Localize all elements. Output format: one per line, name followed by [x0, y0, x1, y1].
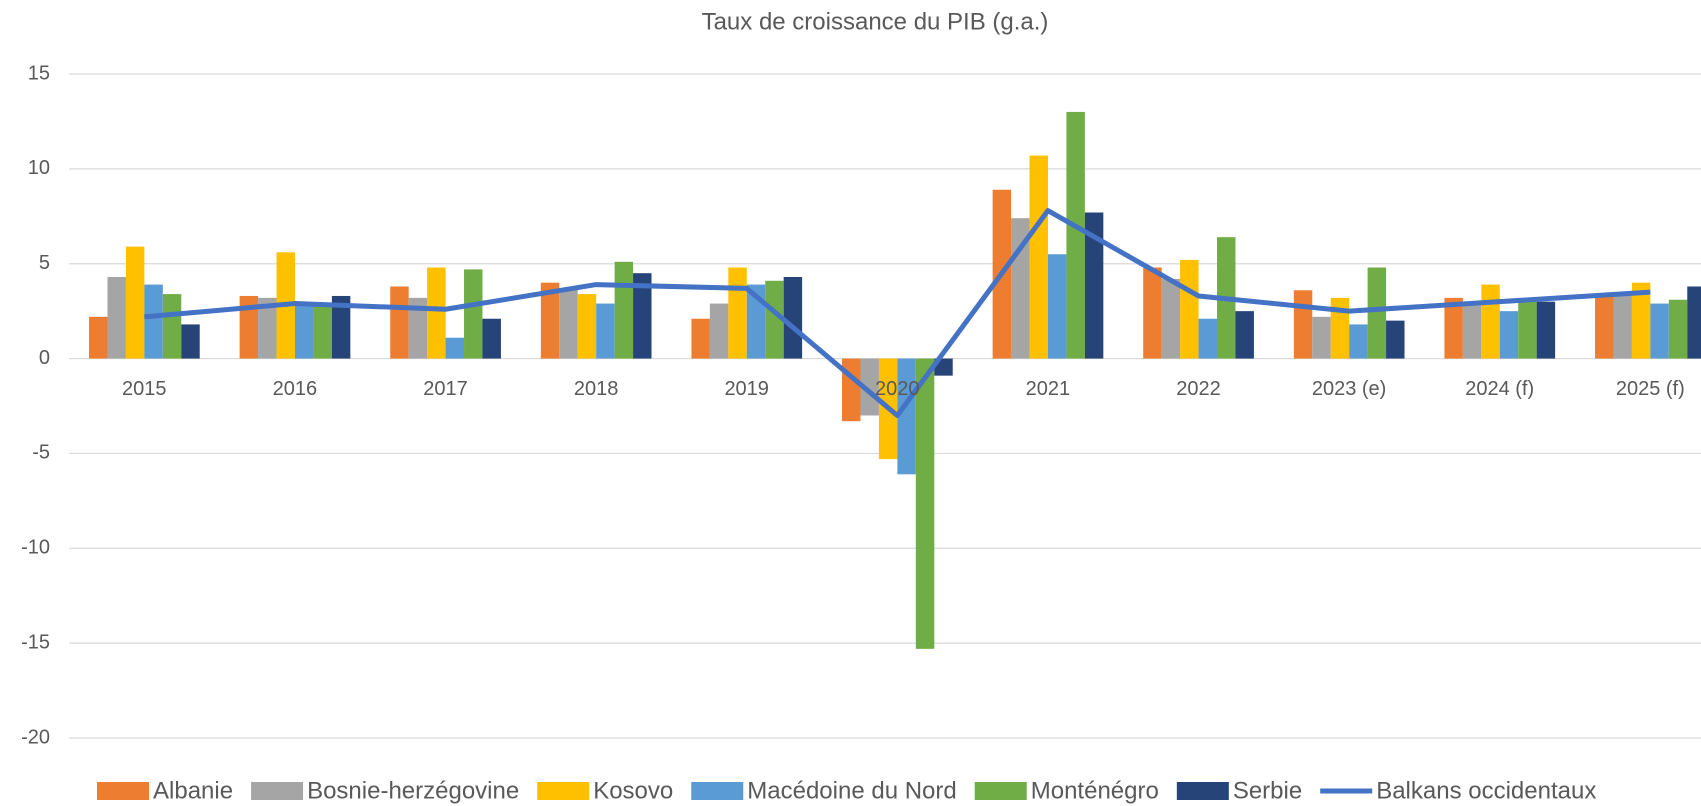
bar	[1047, 254, 1067, 359]
bar	[691, 318, 710, 359]
bar	[1444, 297, 1463, 359]
bar	[783, 276, 803, 359]
bar	[765, 280, 784, 359]
bar	[1536, 301, 1556, 359]
bar	[427, 267, 446, 359]
legend-label: Bosnie-herzégovine	[307, 777, 519, 804]
x-tick-label: 2022	[1176, 378, 1221, 400]
x-tick-label: 2019	[724, 378, 769, 400]
bar	[915, 358, 935, 649]
y-tick-label: -15	[21, 631, 50, 653]
bar	[614, 261, 634, 359]
bar	[1650, 303, 1669, 359]
bar	[1180, 259, 1199, 359]
bar	[577, 294, 597, 359]
legend-swatch	[974, 782, 1027, 800]
y-tick-label: 0	[39, 347, 50, 369]
bar	[258, 297, 277, 359]
y-tick-label: 15	[28, 62, 50, 84]
bar	[728, 267, 747, 359]
legend-label: Serbie	[1233, 777, 1302, 804]
y-tick-label: -5	[32, 442, 50, 464]
bar	[633, 273, 652, 359]
bar	[162, 294, 182, 359]
legend-swatch	[97, 782, 149, 800]
bar	[1631, 282, 1651, 359]
legend-label: Kosovo	[593, 777, 673, 804]
bar	[559, 288, 578, 359]
legend-swatch	[251, 782, 304, 800]
bar	[1386, 320, 1405, 359]
bar	[1499, 311, 1519, 359]
bar	[107, 276, 126, 359]
y-tick-label: -10	[21, 537, 50, 559]
chart-title: Taux de croissance du PIB (g.a.)	[702, 8, 1049, 35]
x-tick-label: 2021	[1026, 378, 1071, 400]
bar	[1668, 299, 1688, 359]
bar	[181, 324, 200, 359]
bar	[1293, 290, 1313, 359]
bar	[540, 282, 560, 359]
bar	[1066, 111, 1085, 359]
legend-swatch	[691, 782, 744, 800]
bar	[1330, 297, 1350, 359]
bar	[596, 303, 615, 359]
y-tick-label: 10	[28, 157, 50, 179]
bar	[1143, 267, 1162, 359]
y-tick-label: -20	[21, 726, 50, 748]
bar	[390, 286, 409, 359]
bar	[331, 295, 351, 359]
line	[144, 208, 1651, 418]
bar	[1613, 294, 1632, 359]
bar	[239, 295, 259, 359]
bar	[294, 305, 314, 359]
bar	[1518, 301, 1537, 359]
bar	[1481, 284, 1500, 359]
y-tick-label: 5	[39, 252, 50, 274]
bar	[1595, 295, 1614, 359]
x-tick-label: 2016	[273, 378, 318, 400]
bar	[482, 318, 501, 359]
bar	[1235, 311, 1254, 359]
x-tick-label: 2024 (f)	[1465, 378, 1534, 400]
bar	[1198, 318, 1218, 359]
bar	[125, 246, 145, 359]
x-tick-label: 2015	[122, 378, 167, 400]
legend-swatch	[537, 782, 590, 800]
bar	[860, 358, 879, 416]
bar	[144, 284, 163, 359]
bar	[464, 269, 483, 359]
legend-label: Albanie	[153, 777, 233, 804]
bar	[1349, 324, 1368, 359]
bar	[1367, 267, 1387, 359]
legend-label: Monténégro	[1031, 777, 1159, 804]
bar	[445, 337, 465, 359]
bar	[1312, 316, 1331, 359]
bar	[1161, 278, 1181, 359]
legend-label: Macédoine du Nord	[747, 777, 956, 804]
bar	[1687, 286, 1701, 359]
bar	[313, 303, 332, 359]
bar	[408, 297, 428, 359]
x-tick-label: 2017	[423, 378, 468, 400]
legend-swatch	[1176, 782, 1229, 800]
x-tick-label: 2018	[574, 378, 619, 400]
bar	[1084, 212, 1104, 359]
x-tick-label: 2025 (f)	[1616, 378, 1685, 400]
legend-label: Balkans occidentaux	[1376, 777, 1596, 804]
bar	[709, 303, 729, 359]
x-tick-label: 2023 (e)	[1312, 378, 1387, 400]
bar	[89, 316, 108, 359]
x-tick-label: 2020	[875, 378, 920, 400]
bar	[1462, 305, 1482, 359]
bar	[1029, 155, 1048, 359]
bar	[897, 358, 916, 475]
